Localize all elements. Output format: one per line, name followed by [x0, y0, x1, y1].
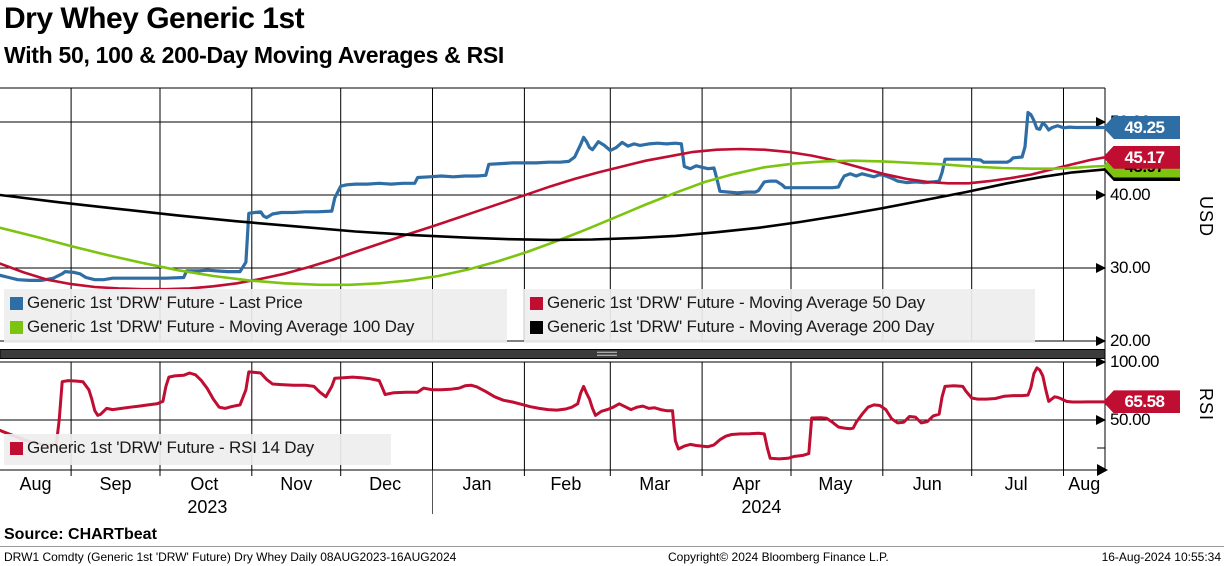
main-ytick-label: 20.00: [1110, 331, 1151, 350]
price-tag-price: 49.25: [1103, 115, 1180, 139]
last-price-swatch-icon: [10, 296, 23, 310]
legend-rsi: Generic 1st 'DRW' Future - RSI 14 Day: [4, 434, 391, 465]
x-month-label: Jul: [1004, 474, 1028, 494]
legend-main-right: Generic 1st 'DRW' Future - Moving Averag…: [524, 289, 1035, 343]
x-month-label: Aug: [19, 474, 52, 494]
x-month-label: May: [818, 474, 853, 494]
x-month-label: Mar: [639, 474, 671, 494]
x-axis-arrow-icon: [1097, 464, 1108, 476]
rsi-tag: 65.58: [1103, 390, 1180, 414]
source-label: Source: CHARTbeat: [4, 526, 157, 543]
legend-item-ma200: Generic 1st 'DRW' Future - Moving Averag…: [524, 315, 1035, 339]
legend-item-label: Generic 1st 'DRW' Future - Moving Averag…: [27, 317, 415, 336]
legend-main-left: Generic 1st 'DRW' Future - Last Price Ge…: [4, 289, 507, 343]
x-month-label: Aug: [1068, 474, 1101, 494]
pane-divider: [0, 349, 1106, 359]
tick-arrow-icon: [1096, 336, 1106, 346]
series-rsi: [0, 366, 1107, 461]
series-price: [0, 110, 1105, 282]
x-month-label: Jun: [912, 474, 942, 494]
series-ma200: [0, 168, 1105, 242]
ma50-swatch-icon: [530, 296, 543, 310]
series-ma50: [0, 147, 1105, 291]
x-month-label: Nov: [280, 474, 313, 494]
footer-copyright: Copyright© 2024 Bloomberg Finance L.P.: [668, 550, 889, 564]
legend-item-ma100: Generic 1st 'DRW' Future - Moving Averag…: [4, 315, 507, 339]
tick-arrow-icon: [1096, 190, 1106, 200]
tick-arrow-icon: [1096, 263, 1106, 273]
page-subtitle: With 50, 100 & 200-Day Moving Averages &…: [4, 42, 505, 68]
ma100-swatch-icon: [10, 320, 23, 334]
x-month-label: Jan: [462, 474, 492, 494]
legend-item-last-price: Generic 1st 'DRW' Future - Last Price: [4, 291, 507, 315]
price-tag-ma50: 45.17: [1103, 145, 1180, 169]
rsi-ytick-label: 100.00: [1110, 352, 1160, 371]
main-ytick-label: 40.00: [1110, 185, 1151, 204]
x-month-label: Dec: [369, 474, 402, 494]
x-month-label: Feb: [550, 474, 582, 494]
footer-bar: DRW1 Comdty (Generic 1st 'DRW' Future) D…: [0, 546, 1224, 566]
footer-ticker-info: DRW1 Comdty (Generic 1st 'DRW' Future) D…: [4, 550, 457, 564]
tick-arrow-icon: [1096, 117, 1106, 127]
legend-item-ma50: Generic 1st 'DRW' Future - Moving Averag…: [524, 291, 1035, 315]
x-year-label: 2024: [741, 497, 782, 517]
x-month-label: Apr: [732, 474, 761, 494]
legend-item-rsi: Generic 1st 'DRW' Future - RSI 14 Day: [4, 436, 391, 460]
rsi-swatch-icon: [10, 441, 23, 455]
legend-item-label: Generic 1st 'DRW' Future - Moving Averag…: [547, 317, 935, 336]
legend-item-label: Generic 1st 'DRW' Future - RSI 14 Day: [27, 438, 314, 457]
main-axis-name: USD: [1196, 196, 1216, 238]
footer-timestamp: 16-Aug-2024 10:55:34: [1101, 550, 1221, 564]
x-month-label: Sep: [99, 474, 132, 494]
x-month-label: Oct: [190, 474, 219, 494]
tick-arrow-icon: [1096, 357, 1106, 367]
series-ma100: [0, 159, 1105, 287]
legend-item-label: Generic 1st 'DRW' Future - Last Price: [27, 293, 303, 312]
main-ytick-label: 30.00: [1110, 258, 1151, 277]
x-year-label: 2023: [187, 497, 228, 517]
rsi-axis-name: RSI: [1196, 388, 1216, 422]
page-title: Dry Whey Generic 1st: [4, 2, 305, 35]
ma200-swatch-icon: [530, 320, 543, 334]
legend-item-label: Generic 1st 'DRW' Future - Moving Averag…: [547, 293, 925, 312]
rsi-ytick-label: 50.00: [1110, 410, 1151, 429]
tick-arrow-icon: [1096, 415, 1106, 425]
